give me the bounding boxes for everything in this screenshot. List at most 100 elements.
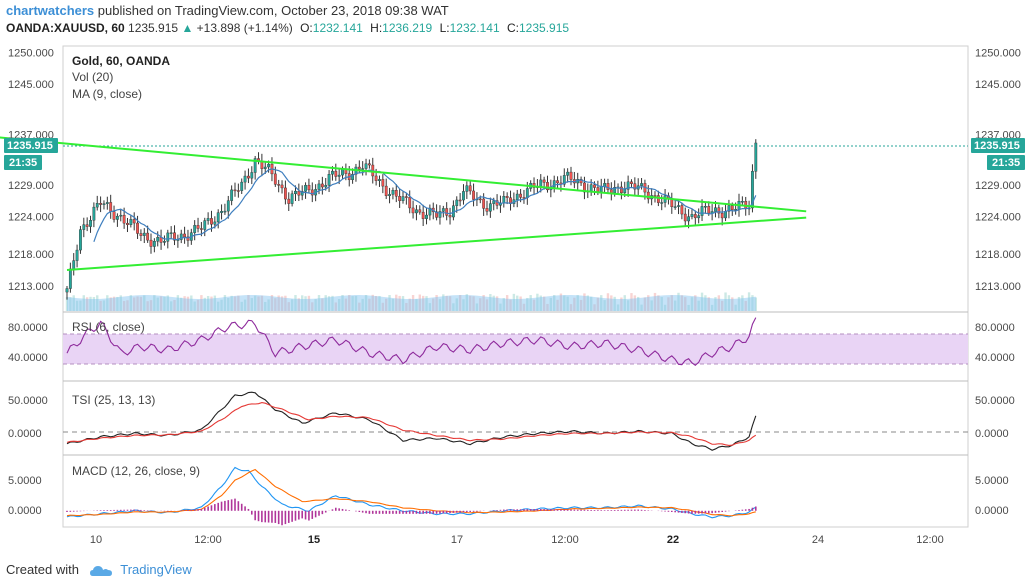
volume-bar bbox=[589, 296, 593, 311]
candle-body bbox=[704, 206, 707, 208]
volume-bar bbox=[479, 298, 482, 311]
volume-bar bbox=[334, 302, 337, 311]
volume-bar bbox=[472, 296, 475, 311]
volume-bar bbox=[290, 299, 294, 311]
candle-body bbox=[213, 221, 217, 225]
candle-body bbox=[673, 206, 677, 208]
volume-bar bbox=[559, 293, 563, 311]
volume-bar bbox=[72, 295, 75, 311]
candle-body bbox=[196, 225, 200, 229]
volume-bar bbox=[385, 298, 388, 311]
candle-body bbox=[411, 207, 415, 214]
candle-body bbox=[660, 202, 664, 204]
price-tick-left: 1229.000 bbox=[8, 180, 54, 192]
candle-body bbox=[163, 241, 166, 243]
countdown-tag-right bbox=[987, 155, 1025, 170]
volume-bar bbox=[321, 298, 324, 311]
candle-body bbox=[714, 207, 717, 212]
volume-bar bbox=[660, 297, 663, 311]
volume-bar bbox=[122, 301, 126, 311]
volume-bar bbox=[102, 300, 106, 311]
candle-body bbox=[233, 189, 237, 192]
candle-body bbox=[300, 191, 304, 196]
candle-body bbox=[152, 241, 156, 247]
candle-body bbox=[75, 249, 79, 261]
volume-bar bbox=[200, 295, 203, 311]
candle-body bbox=[226, 200, 230, 212]
candle-body bbox=[85, 224, 89, 227]
candle-body bbox=[603, 183, 607, 187]
volume-bar bbox=[626, 300, 630, 311]
candle-body bbox=[751, 171, 754, 209]
candle-body bbox=[539, 179, 543, 187]
candle-body bbox=[72, 260, 76, 270]
candle-body bbox=[680, 205, 684, 215]
volume-bar bbox=[337, 299, 341, 311]
candle-body bbox=[630, 181, 633, 184]
volume-bar bbox=[727, 295, 731, 311]
price-tick-right: 1224.000 bbox=[975, 211, 1021, 223]
volume-bar bbox=[680, 295, 684, 311]
volume-bar bbox=[657, 295, 660, 311]
volume-bar bbox=[516, 295, 519, 311]
volume-bar bbox=[237, 295, 240, 311]
tradingview-brand-link[interactable]: TradingView bbox=[120, 562, 192, 577]
candle-body bbox=[156, 237, 160, 242]
candle-body bbox=[690, 214, 694, 217]
volume-bar bbox=[284, 295, 287, 311]
candle-body bbox=[361, 168, 365, 170]
vol-legend: Vol (20) bbox=[72, 70, 113, 84]
candle-body bbox=[199, 228, 203, 230]
volume-bar bbox=[707, 297, 710, 311]
volume-bar bbox=[566, 296, 569, 311]
time-tick: 22 bbox=[667, 534, 679, 546]
countdown-tag-text: 21:35 bbox=[992, 157, 1020, 169]
candle-body bbox=[210, 218, 213, 225]
volume-bar bbox=[270, 295, 274, 311]
candle-body bbox=[287, 198, 291, 204]
candle-body bbox=[105, 202, 109, 204]
volume-bar bbox=[482, 295, 485, 311]
volume-bar bbox=[455, 298, 458, 311]
volume-bar bbox=[395, 294, 398, 311]
volume-bar bbox=[166, 295, 169, 311]
price-tick-left: 1245.000 bbox=[8, 79, 54, 91]
candle-body bbox=[556, 180, 559, 184]
candle-body bbox=[183, 233, 186, 238]
volume-bar bbox=[341, 295, 344, 311]
candle-body bbox=[700, 206, 704, 216]
candle-body bbox=[398, 196, 402, 201]
volume-bar bbox=[539, 295, 542, 311]
author-link[interactable]: chartwatchers bbox=[6, 3, 95, 18]
last-price-tag-left bbox=[4, 138, 58, 153]
volume-bar bbox=[522, 303, 526, 311]
candle-body bbox=[606, 183, 610, 190]
volume-bar bbox=[583, 293, 586, 311]
candle-body bbox=[357, 166, 361, 170]
candle-body bbox=[468, 185, 472, 192]
volume-bar bbox=[700, 292, 704, 311]
volume-bar bbox=[133, 297, 136, 311]
volume-bar bbox=[485, 299, 489, 311]
volume-bar bbox=[391, 298, 395, 311]
volume-bar bbox=[610, 295, 613, 311]
volume-bar bbox=[92, 297, 96, 311]
candle-body bbox=[445, 208, 449, 216]
macd-tick-right: 5.0000 bbox=[975, 475, 1009, 487]
volume-bar bbox=[653, 292, 657, 311]
candle-body bbox=[79, 229, 82, 251]
candle-body bbox=[68, 268, 72, 289]
high-label: H: bbox=[370, 21, 383, 35]
tsi-line bbox=[66, 391, 757, 451]
volume-bar bbox=[186, 296, 190, 311]
candle-body bbox=[421, 211, 425, 219]
volume-bar bbox=[717, 295, 721, 311]
open-label: O: bbox=[300, 21, 313, 35]
candle-body bbox=[109, 202, 113, 212]
candle-body bbox=[462, 191, 465, 201]
volume-bar bbox=[139, 296, 143, 311]
volume-bar bbox=[381, 302, 385, 311]
volume-bar bbox=[79, 300, 82, 311]
